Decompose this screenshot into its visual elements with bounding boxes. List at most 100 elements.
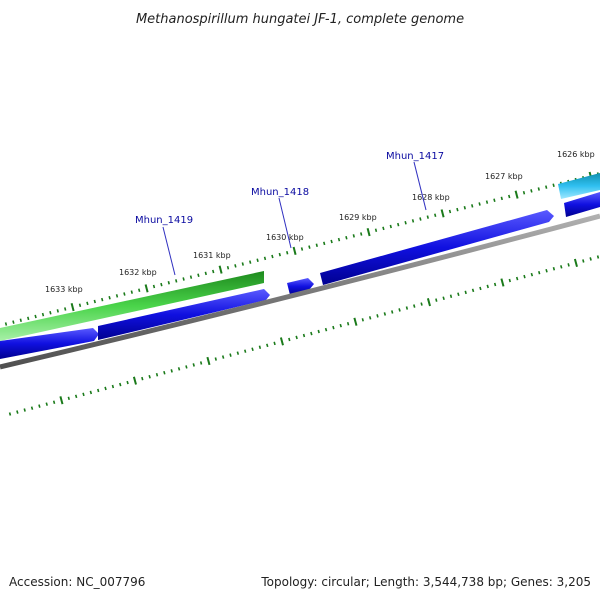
major-tick — [292, 246, 297, 256]
callout-line — [278, 197, 292, 249]
minor-tick — [119, 382, 122, 387]
gene-blue-1[interactable] — [0, 328, 99, 359]
minor-tick — [493, 282, 497, 287]
minor-tick — [545, 185, 548, 189]
minor-tick — [189, 275, 193, 279]
minor-tick — [286, 251, 289, 255]
minor-tick — [192, 363, 195, 367]
minor-tick — [123, 292, 126, 296]
tick-label: 1626 kbp — [557, 150, 595, 159]
minor-tick — [300, 247, 304, 251]
minor-tick — [397, 222, 400, 227]
minor-tick — [434, 213, 437, 217]
major-tick — [132, 376, 137, 385]
minor-tick — [448, 209, 452, 214]
minor-tick — [167, 281, 170, 285]
minor-tick — [308, 245, 311, 249]
gene-mhun-1419[interactable] — [0, 271, 264, 341]
minor-tick — [330, 239, 333, 244]
minor-tick — [82, 392, 85, 397]
gene-cyan-right[interactable] — [558, 173, 600, 199]
minor-tick — [177, 367, 181, 371]
minor-tick — [545, 268, 548, 273]
tick-label: 1627 kbp — [485, 172, 523, 181]
gene-blue-mhun-1418[interactable] — [287, 278, 314, 295]
gene-label-mhun-1418[interactable]: Mhun_1418 — [251, 187, 309, 198]
genome-summary-text: Topology: circular; Length: 3,544,738 bp… — [260, 575, 591, 589]
minor-tick — [315, 243, 318, 247]
minor-tick — [508, 194, 511, 199]
minor-tick — [67, 396, 70, 401]
minor-tick — [74, 394, 78, 399]
tick-label: 1629 kbp — [339, 213, 377, 222]
minor-tick — [464, 290, 467, 295]
minor-tick — [456, 207, 459, 212]
minor-tick — [278, 252, 281, 257]
minor-tick — [86, 301, 89, 306]
minor-tick — [486, 284, 489, 289]
gene-features — [0, 173, 600, 359]
gene-blue-right[interactable] — [564, 192, 600, 217]
minor-tick — [310, 331, 313, 336]
minor-tick — [160, 282, 163, 287]
minor-tick — [226, 266, 230, 270]
tick-label: 1630 kbp — [266, 233, 304, 242]
minor-tick — [463, 206, 466, 210]
minor-tick — [389, 224, 392, 229]
gene-label-mhun-1417[interactable]: Mhun_1417 — [386, 151, 444, 162]
minor-tick — [251, 347, 254, 352]
minor-tick — [273, 341, 276, 346]
minor-tick — [332, 325, 335, 330]
minor-tick — [361, 318, 364, 322]
minor-tick — [78, 303, 82, 307]
major-tick — [353, 317, 358, 326]
minor-tick — [391, 310, 394, 314]
major-tick — [206, 356, 211, 366]
accession-text: Accession: NC_007796 — [9, 575, 145, 589]
minor-tick — [493, 198, 496, 202]
minor-tick — [234, 264, 237, 268]
minor-tick — [442, 296, 445, 301]
minor-tick — [214, 357, 217, 361]
minor-tick — [337, 237, 341, 242]
minor-tick — [485, 200, 489, 204]
minor-tick — [419, 217, 422, 221]
major-tick — [426, 298, 431, 307]
minor-tick — [52, 400, 56, 404]
minor-tick — [56, 309, 59, 313]
minor-tick — [288, 337, 291, 342]
minor-tick — [23, 408, 26, 412]
minor-tick — [530, 272, 534, 277]
minor-tick — [101, 297, 104, 302]
minor-tick — [148, 374, 151, 379]
minor-tick — [12, 320, 15, 324]
minor-tick — [302, 333, 306, 338]
minor-tick — [108, 296, 111, 300]
minor-tick — [89, 390, 93, 395]
minor-tick — [236, 351, 240, 355]
gene-label-callouts: Mhun_1419 Mhun_1418 Mhun_1417 — [135, 151, 444, 276]
minor-tick — [538, 270, 541, 275]
gene-blue-mhun-1417[interactable] — [320, 210, 554, 285]
gene-label-mhun-1419[interactable]: Mhun_1419 — [135, 215, 193, 226]
minor-tick — [4, 322, 8, 326]
minor-tick — [258, 345, 262, 349]
minor-tick — [30, 406, 34, 410]
callout-line — [162, 226, 176, 276]
minor-tick — [212, 269, 215, 274]
major-tick — [440, 209, 445, 218]
minor-tick — [346, 322, 350, 326]
minor-tick — [479, 286, 482, 291]
minor-tick — [552, 183, 555, 187]
minor-tick — [376, 314, 379, 318]
minor-tick — [530, 189, 533, 193]
minor-tick — [413, 304, 416, 308]
minor-tick — [295, 335, 298, 340]
minor-tick — [324, 327, 328, 332]
minor-tick — [420, 302, 423, 306]
minor-tick — [478, 202, 481, 206]
major-tick — [279, 337, 284, 346]
kbp-labels: 1633 kbp 1632 kbp 1631 kbp 1630 kbp 1629… — [45, 150, 595, 294]
major-tick — [218, 265, 223, 274]
gene-blue-2[interactable] — [98, 289, 270, 340]
